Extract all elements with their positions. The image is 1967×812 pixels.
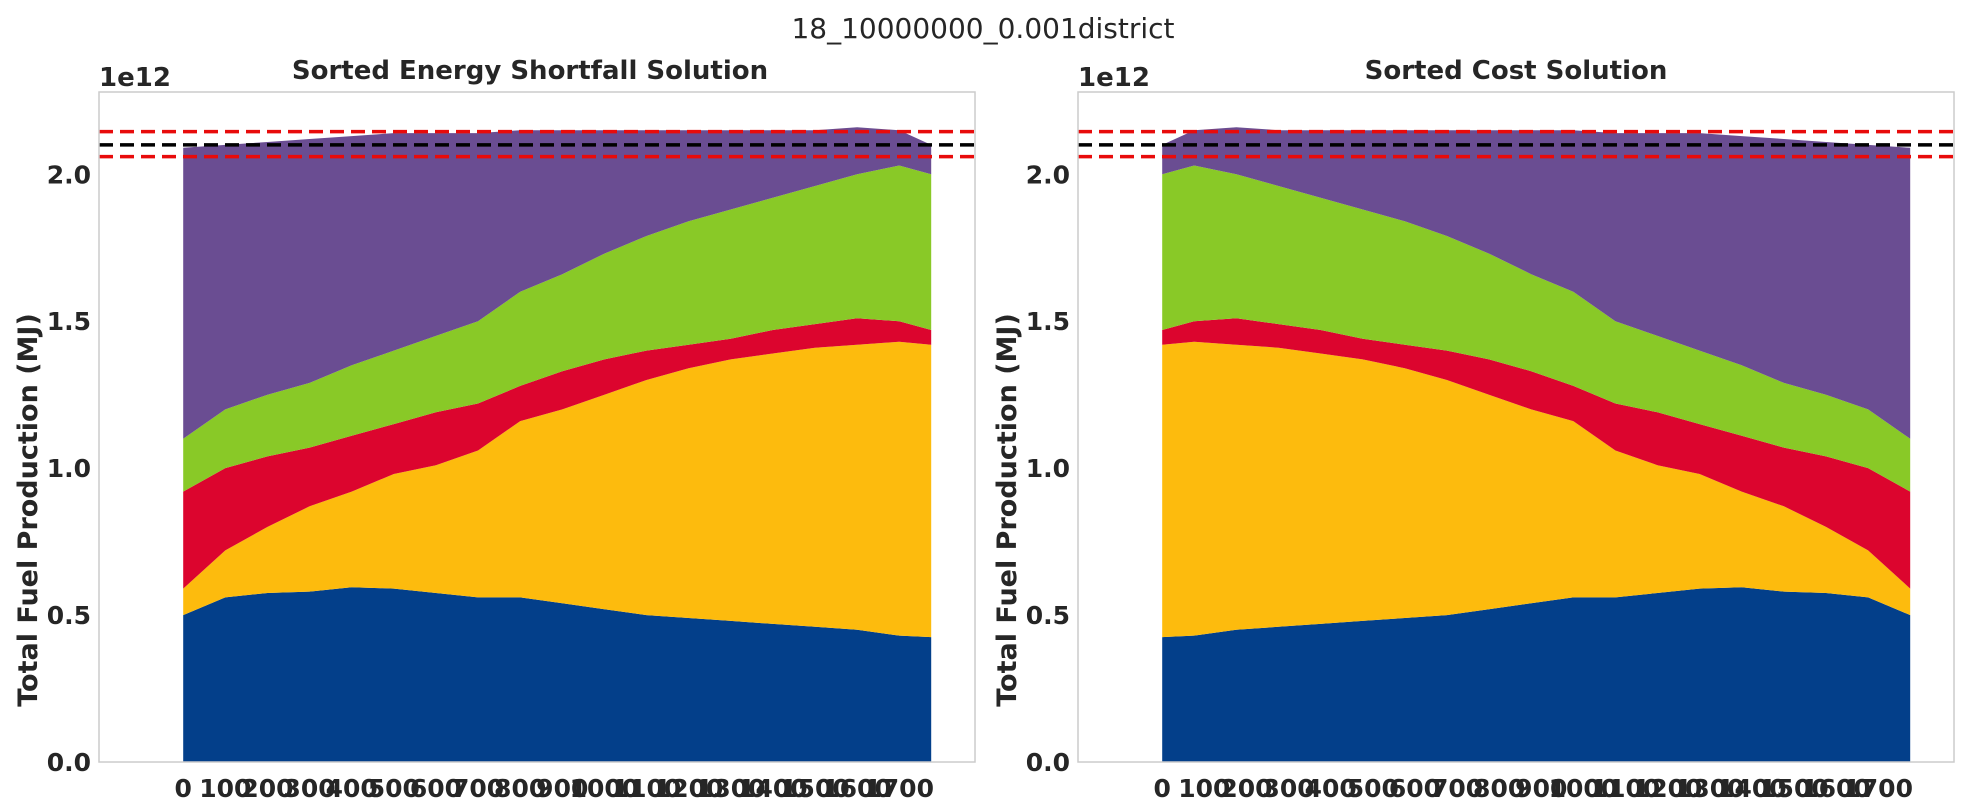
plot-frame xyxy=(1077,91,1955,763)
x-tick-label: 1600 xyxy=(1801,774,1871,803)
chart-title: Sorted Cost Solution xyxy=(1365,56,1668,86)
chart-title: Sorted Energy Shortfall Solution xyxy=(292,56,768,86)
stack-layer-blue xyxy=(183,587,932,762)
x-tick-label: 600 xyxy=(410,774,462,803)
plot-frame xyxy=(98,91,976,763)
x-tick-label: 1500 xyxy=(1759,774,1829,803)
x-tick-label: 100 xyxy=(199,774,251,803)
x-tick-label: 1300 xyxy=(1675,774,1745,803)
chart-cost: Sorted Cost Solution 1e12 Total Fuel Pro… xyxy=(992,56,1955,803)
y-tick-label: 1.5 xyxy=(47,307,91,336)
x-tick-label: 200 xyxy=(1220,774,1272,803)
stack-layer-red xyxy=(183,318,932,589)
x-tick-label: 300 xyxy=(1262,774,1314,803)
x-tick-label: 0 xyxy=(175,774,192,803)
x-tick-label: 1300 xyxy=(696,774,766,803)
x-tick-label: 400 xyxy=(326,774,378,803)
x-tick-label: 900 xyxy=(1515,774,1567,803)
x-tick-label: 0 xyxy=(1154,774,1171,803)
x-tick-label: 700 xyxy=(452,774,504,803)
x-tick-label: 1700 xyxy=(1843,774,1913,803)
y-tick-label: 0.5 xyxy=(1026,601,1070,630)
y-axis-label: Total Fuel Production (MJ) xyxy=(13,313,44,707)
x-tick-label: 100 xyxy=(1178,774,1230,803)
stack-layer-purple xyxy=(1162,127,1911,439)
x-tick-label: 200 xyxy=(241,774,293,803)
x-tick-label: 500 xyxy=(1347,774,1399,803)
stack-layer-green xyxy=(183,165,932,492)
y-offset-label: 1e12 xyxy=(1078,63,1150,93)
y-tick-label: 1.0 xyxy=(1026,454,1070,483)
x-tick-label: 1700 xyxy=(864,774,934,803)
x-tick-label: 1500 xyxy=(780,774,850,803)
stack-layer-blue xyxy=(1162,587,1911,762)
figure-title: 18_10000000_0.001district xyxy=(791,12,1174,45)
stack-layer-purple xyxy=(183,127,932,439)
y-tick-label: 2.0 xyxy=(1026,160,1070,189)
x-tick-label: 1200 xyxy=(1633,774,1703,803)
y-tick-label: 1.0 xyxy=(47,454,91,483)
stack-layer-red xyxy=(1162,318,1911,589)
x-tick-label: 600 xyxy=(1389,774,1441,803)
y-tick-label: 0.0 xyxy=(47,748,91,777)
x-tick-label: 1000 xyxy=(1549,774,1619,803)
y-axis-label: Total Fuel Production (MJ) xyxy=(992,313,1023,707)
y-ticks: 0.0 0.5 1.0 1.5 2.0 xyxy=(47,160,91,777)
x-tick-label: 700 xyxy=(1431,774,1483,803)
y-tick-label: 0.5 xyxy=(47,601,91,630)
x-tick-label: 1400 xyxy=(738,774,808,803)
x-tick-label: 1100 xyxy=(1591,774,1661,803)
x-tick-label: 1400 xyxy=(1717,774,1787,803)
x-ticks: 0 100200300400500600700800900100011001200… xyxy=(1154,774,1913,803)
x-tick-label: 800 xyxy=(494,774,546,803)
x-tick-label: 1100 xyxy=(612,774,682,803)
x-tick-label: 1200 xyxy=(654,774,724,803)
y-tick-label: 2.0 xyxy=(47,160,91,189)
chart-energy-shortfall: Sorted Energy Shortfall Solution 1e12 To… xyxy=(13,56,976,803)
stack-layer-green xyxy=(1162,165,1911,492)
x-tick-label: 400 xyxy=(1305,774,1357,803)
x-tick-label: 800 xyxy=(1473,774,1525,803)
x-tick-label: 1600 xyxy=(822,774,892,803)
x-tick-label: 900 xyxy=(536,774,588,803)
x-ticks: 0 100200300400500600700800900100011001200… xyxy=(175,774,934,803)
x-tick-label: 1000 xyxy=(570,774,640,803)
y-offset-label: 1e12 xyxy=(99,63,171,93)
stack-layers xyxy=(1162,127,1911,762)
y-tick-label: 1.5 xyxy=(1026,307,1070,336)
x-tick-label: 500 xyxy=(368,774,420,803)
stack-layer-yellow xyxy=(1162,341,1911,638)
stack-layer-yellow xyxy=(183,341,932,638)
y-ticks: 0.0 0.5 1.0 1.5 2.0 xyxy=(1026,160,1070,777)
x-tick-label: 300 xyxy=(283,774,335,803)
y-tick-label: 0.0 xyxy=(1026,748,1070,777)
stack-layers xyxy=(183,127,932,762)
